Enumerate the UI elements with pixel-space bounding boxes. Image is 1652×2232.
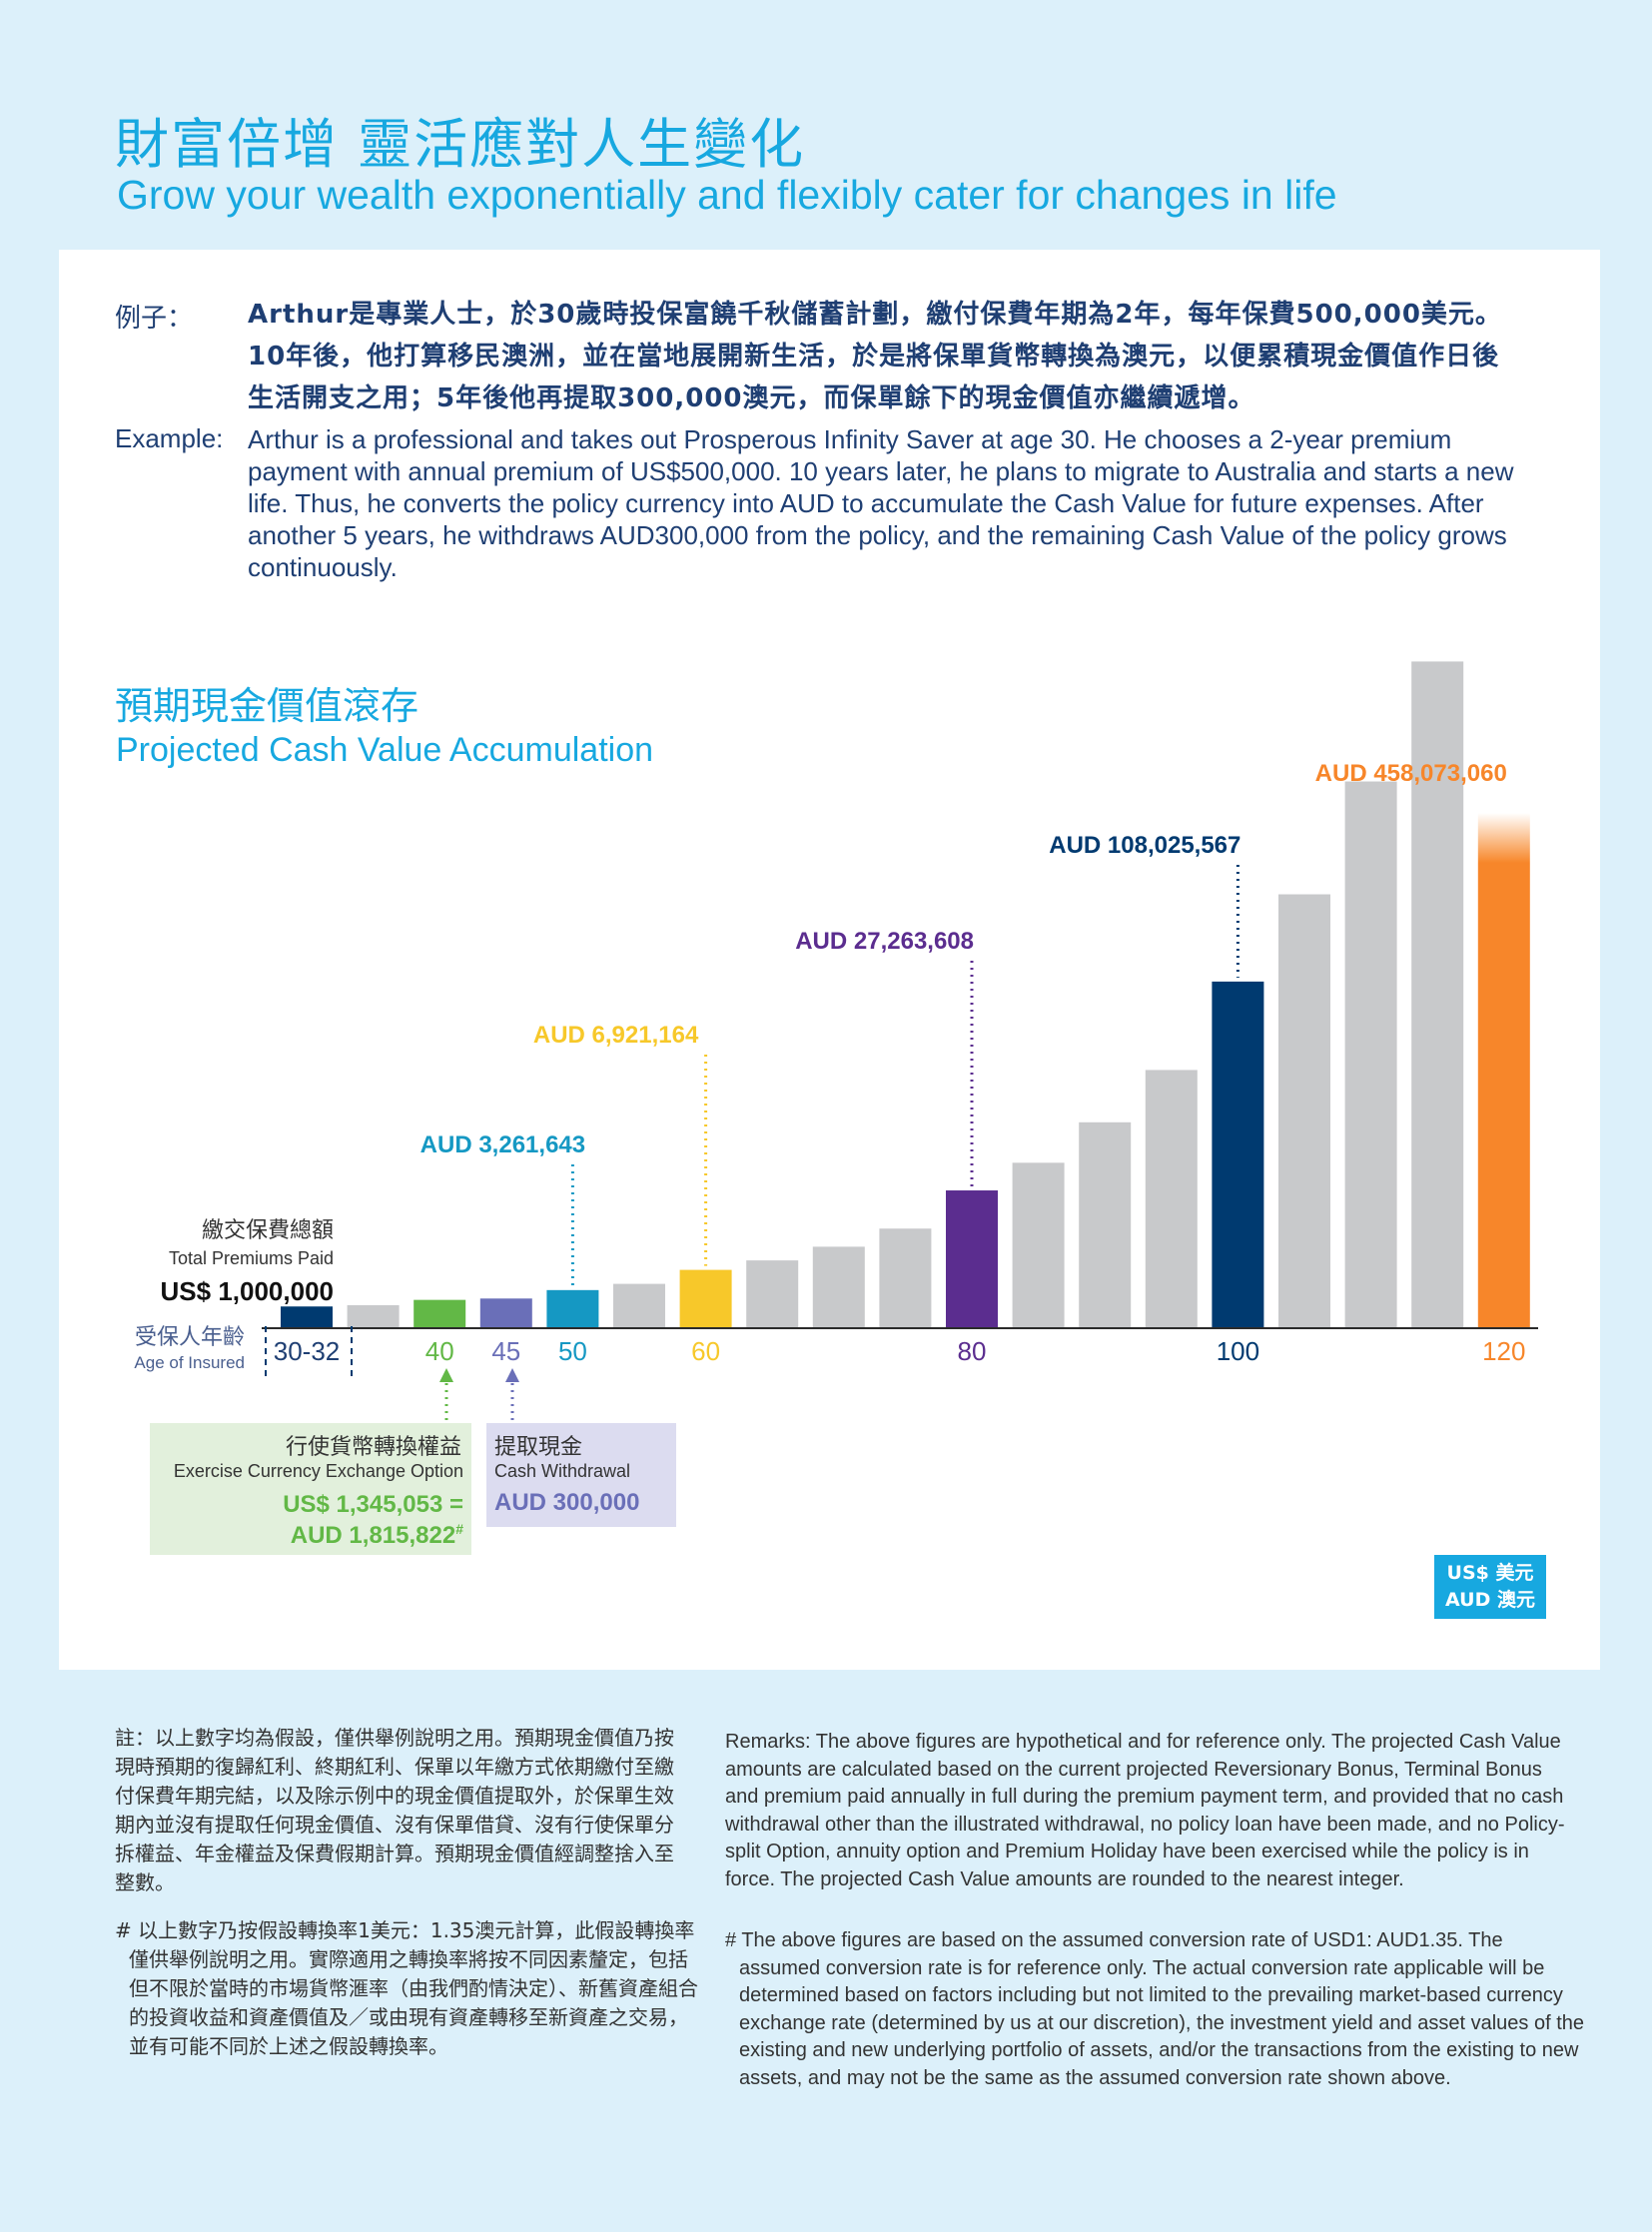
currency-legend: US$ 美元 AUD 澳元 (1434, 1555, 1546, 1619)
bar-age-115 (1411, 661, 1464, 1327)
legend-usd: US$ 美元 (1446, 1562, 1534, 1584)
exchange-value-aud-line: AUD 1,815,822# (291, 1521, 463, 1550)
exchange-title-zh: 行使貨幣轉換權益 (285, 1435, 461, 1460)
age-label-en: Age of Insured (134, 1353, 245, 1372)
bar-age-45 (479, 1298, 532, 1327)
bars-group (262, 661, 1538, 1329)
example-text-zh-3: 生活開支之用；5年後他再提取300,000澳元，而保單餘下的現金價值亦繼續遞增。 (248, 383, 1255, 413)
tick-label-100: 100 (1217, 1336, 1259, 1366)
exchange-value-aud: AUD 1,815,822 (290, 1522, 456, 1549)
bar-age-75 (879, 1228, 932, 1327)
exchange-footnote-mark: # (455, 1521, 463, 1537)
callout-label-100: AUD 108,025,567 (1049, 832, 1240, 859)
bar-age-120-fade (1477, 813, 1530, 863)
example-text-en: Arthur is a professional and takes out P… (248, 424, 1514, 582)
bar-age-35 (347, 1304, 400, 1327)
callout-label-80: AUD 27,263,608 (795, 928, 974, 955)
callout-label-50: AUD 3,261,643 (420, 1131, 585, 1158)
bar-age-55 (613, 1283, 665, 1327)
tick-label-50: 50 (558, 1336, 587, 1366)
withdraw-value: AUD 300,000 (494, 1489, 640, 1516)
bar-age-120 (1477, 863, 1530, 1327)
bar-age-110 (1344, 781, 1397, 1327)
tick-label-30-32: 30-32 (274, 1336, 341, 1366)
bar-age-105 (1278, 894, 1330, 1327)
premium-label-en: Total Premiums Paid (169, 1248, 334, 1268)
bar-age-60 (679, 1269, 732, 1327)
example-label-en: Example: (115, 423, 224, 453)
age-label-zh: 受保人年齡 (135, 1325, 245, 1350)
bar-age-100 (1212, 981, 1264, 1327)
premium-value: US$ 1,000,000 (161, 1276, 334, 1306)
bar-age-85 (1012, 1162, 1065, 1327)
bar-age-80 (946, 1190, 998, 1327)
withdraw-arrow-icon (505, 1368, 519, 1382)
withdraw-title-en: Cash Withdrawal (494, 1461, 631, 1481)
chart-title-en: Projected Cash Value Accumulation (116, 731, 654, 769)
tick-label-45: 45 (491, 1336, 520, 1366)
page-title-en: Grow your wealth exponentially and flexi… (117, 172, 1337, 218)
cash-withdrawal-box: 提取現金 Cash Withdrawal AUD 300,000 (486, 1423, 676, 1527)
tick-label-80: 80 (958, 1336, 987, 1366)
remarks-fx-en: # The above figures are based on the ass… (725, 1929, 1585, 2089)
chart-title-zh: 預期現金價值滾存 (115, 684, 419, 728)
callout-label-120: AUD 458,073,060 (1315, 760, 1507, 787)
bar-age-90 (1079, 1121, 1132, 1327)
exchange-title-en: Exercise Currency Exchange Option (173, 1461, 463, 1481)
example-text-zh-1: Arthur是專業人士，於30歲時投保富饒千秋儲蓄計劃，繳付保費年期為2年，每年… (248, 300, 1502, 330)
tick-label-60: 60 (691, 1336, 720, 1366)
exchange-value-usd: US$ 1,345,053 = (283, 1491, 463, 1518)
exchange-arrow-icon (439, 1368, 453, 1382)
bar-age-65 (746, 1260, 799, 1327)
cash-value-chart: 30-32 40 45 50 60 80 100 120 AUD 3,261,643 AUD 6… (134, 661, 1538, 1420)
example-text-zh-2: 10年後，他打算移民澳洲，並在當地展開新生活，於是將保單貨幣轉換為澳元，以便累積… (248, 342, 1500, 372)
callouts-group: AUD 3,261,643 AUD 6,921,164 AUD 27,263,608… (420, 760, 1507, 1286)
remarks-en: Remarks: The above figures are hypotheti… (725, 1731, 1565, 1890)
bar-age-30-32 (281, 1306, 333, 1327)
bar-age-70 (812, 1246, 865, 1327)
withdraw-title-zh: 提取現金 (494, 1435, 583, 1460)
tick-label-120: 120 (1482, 1336, 1525, 1366)
bar-age-50 (546, 1289, 599, 1327)
callout-label-60: AUD 6,921,164 (533, 1022, 699, 1049)
bar-age-95 (1145, 1070, 1198, 1327)
age-ticks-group: 30-32 40 45 50 60 80 100 120 (274, 1336, 1526, 1366)
remarks-zh: 註：以上數字均為假設，僅供舉例說明之用。預期現金價值乃按現時預期的復歸紅利、終期… (115, 1726, 674, 1894)
tick-label-40: 40 (425, 1336, 454, 1366)
exchange-option-box: 行使貨幣轉換權益 Exercise Currency Exchange Opti… (150, 1423, 471, 1555)
page-title-zh: 財富倍增 靈活應對人生變化 (115, 113, 806, 176)
legend-aud: AUD 澳元 (1445, 1589, 1535, 1611)
example-label-zh: 例子： (115, 304, 194, 334)
premium-label-zh: 繳交保費總額 (202, 1218, 334, 1243)
remarks-fx-zh: # 以上數字乃按假設轉換率1美元：1.35澳元計算，此假設轉換率僅供舉例說明之用… (115, 1918, 698, 2058)
bar-age-40 (413, 1299, 466, 1327)
